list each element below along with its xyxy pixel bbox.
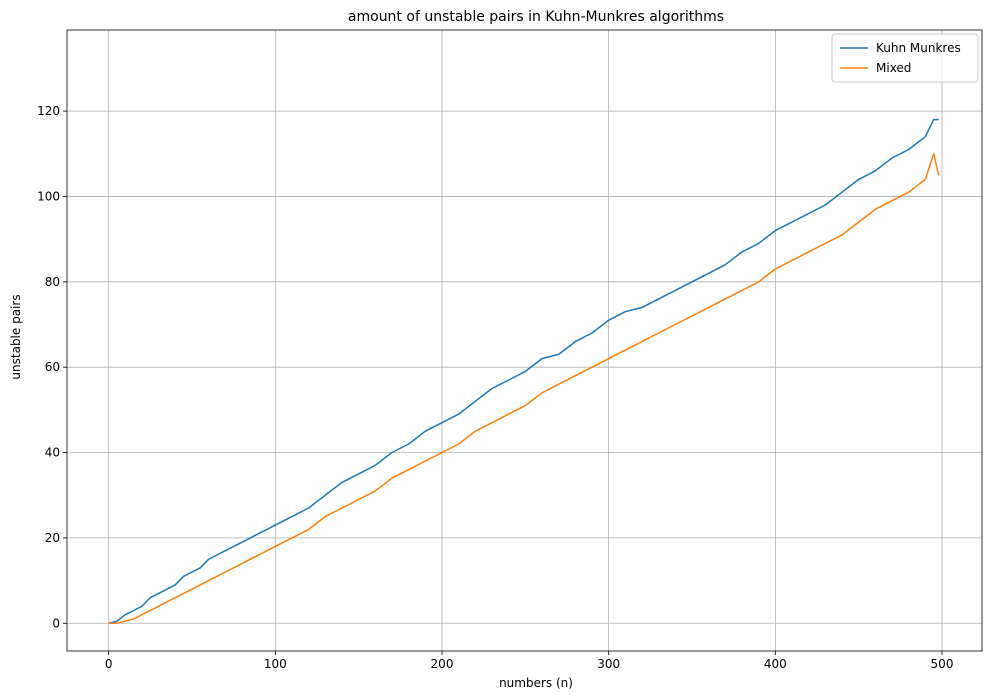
y-tick-label: 120 <box>37 104 60 118</box>
legend: Kuhn Munkres Mixed <box>831 33 979 83</box>
plot-frame <box>66 29 983 652</box>
x-tick-label: 100 <box>264 657 287 671</box>
y-tick-label: 20 <box>45 531 60 545</box>
x-axis-ticks: 0 100 200 300 400 500 <box>105 651 954 671</box>
series-line-kuhn-munkres <box>108 118 939 625</box>
y-axis-ticks: 0 20 40 60 80 100 120 <box>37 104 67 630</box>
chart-title: amount of unstable pairs in Kuhn-Munkres… <box>348 9 724 25</box>
x-tick-label: 200 <box>431 657 454 671</box>
x-tick-label: 400 <box>764 657 787 671</box>
legend-label: Mixed <box>876 61 911 75</box>
x-tick-label: 300 <box>597 657 620 671</box>
legend-label: Kuhn Munkres <box>876 41 961 55</box>
y-tick-label: 100 <box>37 189 60 203</box>
y-axis-label: unstable pairs <box>9 294 23 379</box>
x-tick-label: 0 <box>105 657 113 671</box>
series-lines <box>108 118 940 625</box>
x-axis-label: numbers (n) <box>499 676 573 690</box>
grid-lines <box>67 30 982 651</box>
series-line-mixed <box>108 153 940 625</box>
y-tick-label: 60 <box>45 360 60 374</box>
legend-box <box>831 33 979 83</box>
x-tick-label: 500 <box>931 657 954 671</box>
y-tick-label: 80 <box>45 275 60 289</box>
y-tick-label: 0 <box>52 616 60 630</box>
y-tick-label: 40 <box>45 446 60 460</box>
